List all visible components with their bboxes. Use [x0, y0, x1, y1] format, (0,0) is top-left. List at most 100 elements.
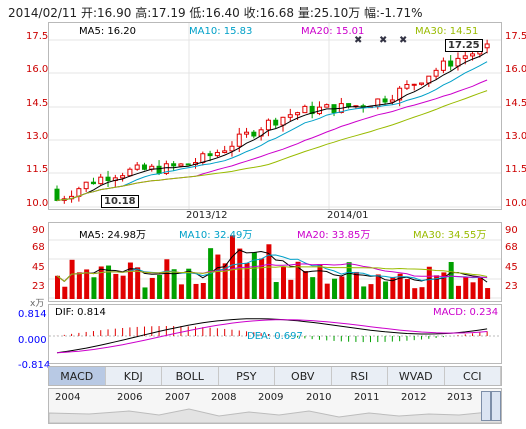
volume-bar — [477, 277, 483, 299]
macd-ytick: 0.000 — [18, 335, 47, 346]
volume-bar — [106, 265, 112, 299]
macd-chart-panel[interactable]: DIF: 0.814 DEA: 0.697 MACD: 0.234 — [48, 304, 502, 364]
tab-kdj[interactable]: KDJ — [106, 367, 162, 385]
candle-body — [411, 83, 417, 86]
volume-bar — [375, 274, 381, 299]
volume-chart — [49, 235, 501, 299]
range-handle-right[interactable] — [491, 391, 501, 421]
price-chart-panel[interactable]: ✖ ✖ ✖ MA5: 16.20 MA10: 15.83 MA20: 15.01 M… — [48, 22, 502, 210]
candle-body — [207, 153, 213, 157]
volume-chart-panel[interactable]: MA5: 24.98万 MA10: 32.49万 MA20: 33.85万 MA… — [48, 222, 502, 302]
candle-body — [448, 60, 454, 67]
quote-header: 2014/02/11 开:16.90 高:17.19 低:16.40 收:16.… — [8, 6, 423, 20]
volume-bar — [339, 276, 345, 299]
indicator-tabs: MACD KDJ BOLL PSY OBV RSI WVAD CCI — [48, 366, 502, 386]
candle-body — [127, 168, 133, 177]
price-ytick-left: 16.0 — [26, 64, 49, 75]
tab-psy[interactable]: PSY — [219, 367, 275, 385]
volume-bar — [127, 262, 133, 299]
volume-bar — [368, 284, 374, 299]
low-price-label: 10.18 — [101, 195, 139, 208]
candle-body — [265, 119, 271, 131]
volume-bar — [251, 252, 257, 299]
candle-body — [105, 176, 111, 182]
date-tick: 2014/01 — [327, 210, 369, 221]
volume-ytick: 90 — [32, 225, 45, 236]
candle-body — [389, 99, 395, 103]
candle-body — [120, 175, 126, 179]
volume-bar — [200, 282, 206, 299]
volume-ytick: 45 — [32, 262, 45, 273]
macd-dif: DIF: 0.814 — [55, 307, 106, 318]
price-ytick-left: 14.5 — [26, 98, 49, 109]
candle-body — [90, 181, 96, 185]
volume-bar — [266, 244, 272, 299]
tab-cci[interactable]: CCI — [445, 367, 501, 385]
volume-bar — [186, 268, 192, 299]
volume-bar — [295, 261, 301, 299]
tab-rsi[interactable]: RSI — [332, 367, 388, 385]
timeline-year: 2013 — [447, 392, 473, 403]
volume-bar — [412, 288, 418, 299]
volume-ytick: 23 — [505, 281, 518, 292]
price-ma20: MA20: 15.01 — [301, 26, 365, 37]
macd-ytick: -0.814 — [18, 360, 51, 371]
high-price-label: 17.25 — [445, 39, 483, 52]
tab-wvad[interactable]: WVAD — [388, 367, 445, 385]
volume-bar — [84, 269, 90, 299]
candle-body — [171, 163, 177, 167]
volume-bar — [237, 248, 243, 299]
volume-bar — [76, 272, 82, 299]
volume-bar — [62, 286, 68, 299]
volume-bar — [324, 283, 330, 299]
volume-bar — [346, 262, 352, 299]
candle-body — [251, 131, 257, 137]
candle-body — [404, 84, 410, 89]
candle-body — [83, 181, 89, 190]
volume-bar — [259, 258, 265, 299]
tab-boll[interactable]: BOLL — [162, 367, 219, 385]
timeline-navigator[interactable]: 2004 2006 2007 2008 2009 2010 2011 2012 … — [48, 388, 502, 424]
candle-body — [229, 145, 235, 152]
volume-bar — [419, 287, 425, 299]
volume-bar — [404, 279, 410, 299]
candle-body — [163, 163, 169, 174]
range-handle-left[interactable] — [481, 391, 491, 421]
candle-body — [419, 82, 425, 85]
price-ytick-right: 13.0 — [505, 131, 526, 142]
ma5-line — [56, 51, 488, 201]
timeline-year: 2007 — [165, 392, 191, 403]
timeline-year: 2008 — [211, 392, 237, 403]
timeline-year: 2004 — [55, 392, 81, 403]
volume-bar — [288, 279, 294, 299]
tab-obv[interactable]: OBV — [275, 367, 332, 385]
volume-bar — [178, 284, 184, 299]
volume-bar — [193, 283, 199, 299]
candle-body — [455, 57, 461, 67]
ma30-line — [56, 90, 488, 201]
event-marker-icon: ✖ — [354, 35, 362, 46]
candle-body — [324, 104, 330, 108]
volume-bar — [361, 286, 367, 299]
tab-macd[interactable]: MACD — [49, 367, 106, 385]
volume-bar — [149, 277, 155, 299]
volume-bar — [397, 273, 403, 299]
volume-bar — [434, 275, 440, 299]
volume-ma10: MA10: 32.49万 — [179, 230, 253, 241]
volume-bar — [383, 281, 389, 299]
candle-body — [462, 55, 468, 59]
price-ma5: MA5: 16.20 — [79, 26, 137, 37]
volume-bar — [302, 271, 308, 299]
dif-line — [56, 318, 488, 354]
macd-ytick: 0.814 — [18, 309, 47, 320]
candle-body — [156, 165, 162, 174]
price-ytick-right: 14.5 — [505, 98, 526, 109]
volume-bar — [142, 287, 148, 299]
volume-bar — [310, 277, 316, 299]
volume-bar — [332, 278, 338, 299]
volume-unit: x万 — [30, 299, 45, 309]
timeline-year: 2010 — [306, 392, 332, 403]
volume-bar — [98, 266, 104, 299]
volume-bar — [91, 277, 97, 299]
volume-ytick: 23 — [32, 281, 45, 292]
